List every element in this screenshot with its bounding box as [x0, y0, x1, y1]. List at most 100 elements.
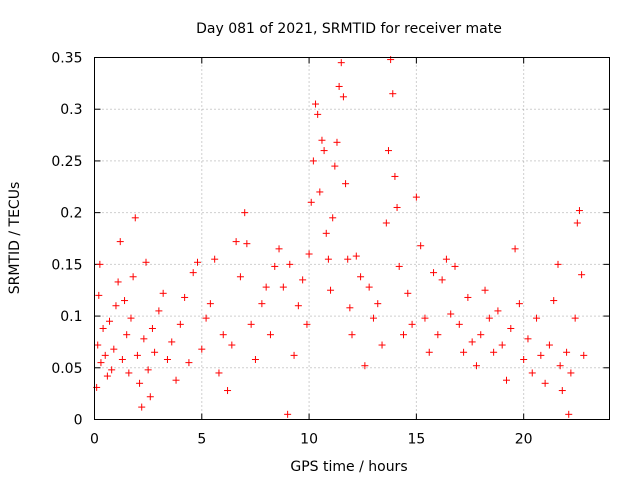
data-point	[408, 320, 416, 328]
x-tick-label: 15	[407, 432, 425, 448]
data-point	[438, 276, 446, 284]
data-point	[94, 341, 102, 349]
data-point	[236, 273, 244, 281]
data-point	[425, 348, 433, 356]
data-point	[112, 302, 120, 310]
data-point	[348, 331, 356, 339]
data-point	[316, 188, 324, 196]
data-point	[361, 362, 369, 370]
data-point	[558, 387, 566, 395]
data-point	[318, 136, 326, 144]
data-point	[286, 260, 294, 268]
data-point	[307, 198, 315, 206]
data-point	[140, 335, 148, 343]
grid	[94, 57, 610, 420]
data-point	[511, 245, 519, 253]
data-point	[108, 366, 116, 374]
data-point	[575, 207, 583, 215]
data-point	[494, 307, 502, 315]
data-point	[565, 410, 573, 418]
data-point	[571, 314, 579, 322]
data-point	[127, 314, 135, 322]
data-point	[335, 82, 343, 90]
data-point	[430, 269, 438, 277]
data-point	[224, 387, 232, 395]
data-point	[151, 348, 159, 356]
data-point	[172, 376, 180, 384]
y-tick-label: 0.2	[60, 206, 82, 222]
data-point	[168, 338, 176, 346]
data-point	[279, 283, 287, 291]
data-point	[455, 320, 463, 328]
data-point	[103, 372, 111, 380]
data-point	[442, 255, 450, 263]
data-point	[309, 157, 317, 165]
data-point	[563, 348, 571, 356]
data-point	[114, 278, 122, 286]
data-point	[189, 269, 197, 277]
data-point	[421, 314, 429, 322]
data-point	[144, 366, 152, 374]
x-tick-label: 0	[90, 432, 99, 448]
data-point	[284, 410, 292, 418]
y-tick-label: 0.25	[51, 154, 82, 170]
data-point	[537, 351, 545, 359]
data-point	[206, 300, 214, 308]
data-point	[258, 300, 266, 308]
data-point	[460, 348, 468, 356]
data-point	[123, 331, 131, 339]
data-point	[395, 262, 403, 270]
data-point	[573, 219, 581, 227]
data-point	[554, 260, 562, 268]
data-point	[417, 242, 425, 250]
data-point	[451, 262, 459, 270]
data-point	[404, 289, 412, 297]
data-point	[498, 341, 506, 349]
data-point	[485, 314, 493, 322]
y-tick-label: 0.15	[51, 257, 82, 273]
data-point	[106, 317, 114, 325]
data-point	[247, 320, 255, 328]
data-point	[96, 260, 104, 268]
data-point	[133, 351, 141, 359]
data-point	[324, 255, 332, 263]
x-axis-label: GPS time / hours	[290, 459, 407, 475]
data-point	[275, 245, 283, 253]
data-point	[181, 293, 189, 301]
data-point	[567, 369, 575, 377]
data-point	[185, 359, 193, 367]
data-point	[219, 331, 227, 339]
data-point	[468, 338, 476, 346]
data-point	[434, 331, 442, 339]
data-point	[125, 369, 133, 377]
data-point	[578, 271, 586, 279]
data-point	[121, 297, 129, 305]
data-point	[365, 283, 373, 291]
data-point	[344, 255, 352, 263]
y-tick-label: 0.1	[60, 309, 82, 325]
x-tick-label: 10	[300, 432, 318, 448]
data-point	[333, 138, 341, 146]
data-point	[520, 356, 528, 364]
data-point	[357, 273, 365, 281]
data-point	[211, 255, 219, 263]
data-point	[331, 162, 339, 170]
y-tick-label: 0	[74, 413, 83, 429]
data-point	[118, 356, 126, 364]
data-point	[507, 324, 515, 332]
data-point	[215, 369, 223, 377]
data-point	[294, 302, 302, 310]
data-point	[400, 331, 407, 339]
data-point	[352, 252, 360, 260]
data-point	[541, 379, 549, 387]
data-point	[155, 307, 163, 315]
data-point	[266, 331, 274, 339]
data-point	[391, 172, 399, 180]
data-point	[271, 262, 279, 270]
data-point	[320, 147, 328, 155]
data-point	[129, 273, 137, 281]
data-point	[99, 324, 107, 332]
data-point	[382, 219, 390, 227]
data-point	[163, 356, 171, 364]
data-point	[342, 180, 350, 188]
